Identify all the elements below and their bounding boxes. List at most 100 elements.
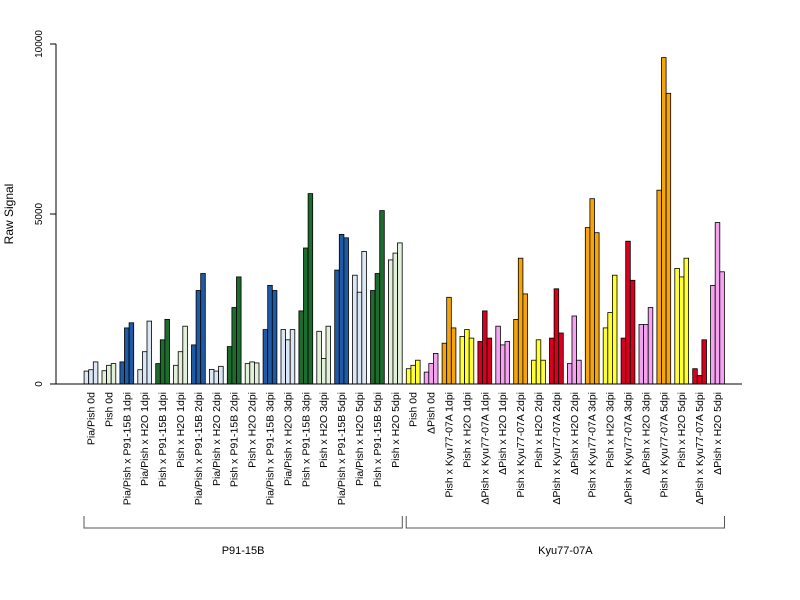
bar <box>164 318 170 385</box>
x-tick-label: Pish x H2O 5dpi <box>390 392 402 468</box>
bar <box>298 310 304 385</box>
bar <box>607 312 613 385</box>
bar <box>683 257 689 385</box>
bar <box>602 327 609 385</box>
y-tick-label: 10000 <box>34 30 45 58</box>
bar <box>177 351 184 385</box>
bar <box>665 92 672 385</box>
bar <box>679 276 685 385</box>
bar <box>504 341 510 385</box>
x-tick-label: Pish 0d <box>103 392 115 427</box>
x-tick-label: ΔPish 0d <box>426 392 438 434</box>
bar <box>361 250 367 385</box>
bar <box>303 247 309 385</box>
bar <box>226 346 233 385</box>
group-brackets: P91-15B Kyu77-07A <box>83 516 725 557</box>
bar <box>450 327 457 385</box>
bar <box>370 290 376 385</box>
bar <box>423 371 430 385</box>
bar <box>692 368 698 385</box>
bar <box>325 325 331 385</box>
bar <box>334 269 340 385</box>
bar <box>486 337 493 385</box>
bar <box>231 307 237 385</box>
x-tick-label: Pish x Kyu77-07A 5dpi <box>658 392 670 498</box>
x-tick-label: Pia/Pish x H2O 5dpi <box>354 392 366 486</box>
bar <box>696 375 703 385</box>
bar <box>701 339 707 385</box>
x-tick-label: ΔPish x H2O 2dpi <box>569 392 581 475</box>
bar <box>262 329 269 385</box>
x-tick-label: Pia/Pish x H2O 2dpi <box>211 392 223 486</box>
bar <box>410 364 416 385</box>
bar <box>522 293 528 385</box>
x-tick-label: Pish x H2O 3dpi <box>605 392 617 468</box>
bar <box>320 358 327 385</box>
bar <box>549 337 555 385</box>
bar <box>271 290 278 385</box>
bar <box>307 193 314 385</box>
group-label: Kyu77-07A <box>538 545 593 557</box>
bar <box>405 368 412 385</box>
bar <box>719 271 725 385</box>
bar <box>155 363 161 385</box>
x-tick-label: ΔPish x Kyu77-07A 5dpi <box>694 392 706 505</box>
bar <box>289 329 296 385</box>
x-tick-label: Pia/Pish x H2O 3dpi <box>282 392 294 486</box>
bar <box>629 279 636 385</box>
bar <box>182 325 188 385</box>
bar <box>159 339 166 385</box>
bar <box>316 330 322 385</box>
x-tick-label: Pish x H2O 1dpi <box>461 392 473 468</box>
y-axis-label: Raw Signal <box>2 184 16 245</box>
bar <box>517 257 524 385</box>
bar <box>128 322 135 385</box>
bar <box>200 273 206 385</box>
group-label: P91-15B <box>222 545 265 557</box>
x-tick-label: Pish x Kyu77-07A 3dpi <box>587 392 599 498</box>
bar <box>625 240 631 385</box>
bar <box>446 296 452 385</box>
bar <box>110 363 117 385</box>
bar <box>432 352 439 385</box>
bar <box>540 359 546 385</box>
bar <box>499 344 506 385</box>
bar <box>674 267 680 385</box>
x-tick-label: Pish x H2O 5dpi <box>676 392 688 468</box>
bar <box>620 337 627 385</box>
x-tick-label: Pish 0d <box>408 392 420 427</box>
bar <box>477 341 483 385</box>
x-tick-label: Pia/Pish x P91-15B 5dpi <box>336 392 348 505</box>
bar <box>338 233 345 385</box>
bar <box>571 315 577 385</box>
bar <box>267 284 273 385</box>
x-tick-label: Pia/Pish x P91-15B 2dpi <box>193 392 205 505</box>
bar <box>531 359 537 385</box>
bar <box>558 332 564 385</box>
x-tick-label: ΔPish x H2O 1dpi <box>497 392 509 475</box>
x-tick-label: ΔPish x H2O 3dpi <box>640 392 652 475</box>
x-tick-label: ΔPish x Kyu77-07A 3dpi <box>623 392 635 505</box>
x-tick-label: Pish x P91-15B 5dpi <box>372 392 384 487</box>
bar <box>638 324 644 385</box>
bar <box>710 284 716 385</box>
bar <box>88 369 94 385</box>
bar <box>119 361 125 385</box>
x-tick-label: Pish x P91-15B 1dpi <box>157 392 169 487</box>
bar <box>553 288 560 385</box>
bar <box>137 369 143 385</box>
group-bracket <box>83 516 403 529</box>
x-tick-labels: Pia/Pish 0d Pish 0d Pia/Pish x P91-15B 1dp… <box>86 392 725 505</box>
y-tick-label: 5000 <box>34 202 45 225</box>
bar <box>236 276 242 385</box>
bar <box>594 232 600 385</box>
bar <box>343 237 349 385</box>
bar <box>213 370 219 385</box>
bar <box>195 290 202 385</box>
y-ticks: 0 5000 10000 <box>34 30 56 387</box>
bar <box>468 337 475 385</box>
bar <box>218 365 224 385</box>
x-tick-label: Pia/Pish x H2O 1dpi <box>139 392 151 486</box>
bar <box>513 318 519 385</box>
x-tick-label: Pish x Kyu77-07A 1dpi <box>444 392 456 498</box>
